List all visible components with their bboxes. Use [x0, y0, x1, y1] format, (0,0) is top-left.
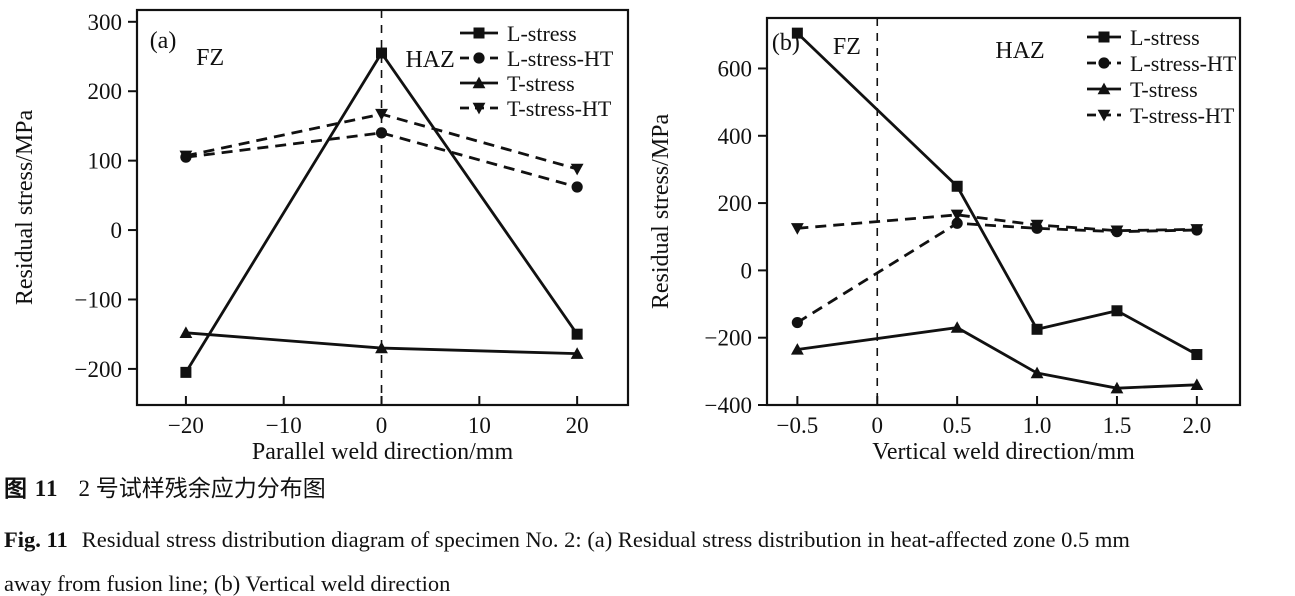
chart-b-series-l-stress-marker	[1111, 305, 1123, 317]
chart-b-series-t-stress-ht-marker	[1030, 219, 1044, 232]
chart-b-x-tick-label: 0	[872, 413, 884, 438]
chart-b-series-t-stress-ht-marker	[950, 209, 964, 222]
chart-a-annotation-a: (a)	[150, 28, 177, 54]
chart-b-series-t-stress-ht-marker	[1110, 225, 1124, 238]
chart-b-legend-label-l-stress-ht: L-stress-HT	[1130, 51, 1237, 76]
chart-a-x-tick-label: 10	[468, 413, 491, 438]
chart-b-plot-border	[765, 16, 1242, 407]
chart-b-series-t-stress-ht-marker	[1190, 224, 1204, 236]
chart-a-series-l-stress-marker	[376, 47, 388, 59]
chart-b-series-t-stress-marker	[790, 343, 804, 355]
chart-b-series-l-stress-marker	[1191, 349, 1203, 361]
chart-b-x-tick-label: 1.0	[1023, 413, 1052, 438]
chart-b-x-tick-label: 1.5	[1103, 413, 1132, 438]
chart-a-series-l-stress-marker	[180, 366, 192, 378]
caption-en-line1: Residual stress distribution diagram of …	[81, 527, 1130, 552]
chart-b-legend-label-l-stress: L-stress	[1130, 25, 1200, 50]
chart-a-series-l-stress-ht-marker	[375, 127, 388, 139]
chart-a-legend-label-l-stress: L-stress	[507, 21, 577, 46]
chart-b-x-tick-label: 2.0	[1182, 413, 1211, 438]
chart-b-x-tick-label: 0.5	[943, 413, 972, 438]
chart-b-series-l-stress-ht-line	[796, 221, 1197, 324]
chart-a-series-t-stress-ht-marker	[179, 150, 193, 163]
chart-a-y-tick-label: 200	[88, 79, 123, 104]
chart-a-legend-marker-l-stress-ht	[473, 52, 485, 64]
chart-b-series-l-stress-marker	[791, 27, 803, 39]
chart-b-series-l-stress-marker	[1031, 323, 1043, 335]
caption-zh: 图 11 2 号试样残余应力分布图	[4, 474, 1293, 504]
chart-a-series-t-stress-marker	[179, 326, 193, 339]
chart-a-x-tick-label: 0	[376, 413, 388, 438]
chart-a-x-tick-label: 20	[566, 413, 589, 438]
caption-zh-label: 图 11	[4, 476, 59, 501]
caption-en-line2: away from fusion line; (b) Vertical weld…	[4, 571, 451, 596]
chart-a-series-l-stress-ht-line	[185, 131, 578, 189]
caption-en: Fig. 11 Residual stress distribution diag…	[4, 518, 1293, 596]
chart-a-legend-label-t-stress-ht: T-stress-HT	[507, 96, 612, 121]
chart-b-legend-marker-t-stress	[1097, 82, 1111, 95]
chart-b-series-l-stress-ht-marker	[951, 217, 963, 229]
chart-b-y-axis-title: Residual stress/MPa	[648, 113, 674, 309]
caption-zh-text: 2 号试样残余应力分布图	[78, 476, 326, 501]
caption-en-label: Fig. 11	[4, 527, 68, 552]
chart-b-series-l-stress-marker	[951, 180, 963, 192]
chart-a-legend-marker-t-stress	[472, 76, 486, 89]
chart-b-series-t-stress-marker	[1110, 381, 1124, 394]
chart-b-series-t-stress-marker	[1030, 366, 1044, 379]
chart-b-legend-marker-t-stress-ht	[1097, 109, 1111, 122]
chart-a-series-t-stress-ht-marker	[375, 108, 388, 121]
chart-b-legend-marker-l-stress-ht	[1098, 57, 1110, 69]
chart-a-annotation-haz: HAZ	[405, 47, 454, 73]
chart-a-series-t-stress-ht-marker	[570, 163, 584, 176]
chart-a-y-axis-title: Residual stress/MPa	[12, 109, 38, 305]
chart-b-y-tick-label: −400	[705, 393, 752, 418]
chart-a-y-tick-label: 0	[111, 218, 123, 243]
chart-a-legend-marker-l-stress	[473, 27, 485, 39]
chart-a-x-tick-label: −10	[266, 413, 302, 438]
chart-b-annotation-fz: FZ	[833, 34, 861, 60]
chart-a-y-tick-label: 300	[88, 10, 123, 35]
chart-b-legend-label-t-stress: T-stress	[1130, 77, 1198, 102]
chart-b-legend-marker-l-stress	[1098, 31, 1110, 43]
chart-a-series-t-stress-marker	[375, 341, 388, 354]
chart-b-y-tick-label: 200	[718, 191, 753, 216]
chart-a-y-tick-label: −200	[75, 357, 122, 382]
chart-a-annotation-fz: FZ	[196, 45, 224, 71]
chart-b-y-tick-label: 0	[741, 258, 753, 283]
chart-a-series-l-stress-marker	[571, 328, 583, 340]
chart-b-legend-label-t-stress-ht: T-stress-HT	[1130, 103, 1235, 128]
chart-b-y-tick-label: −200	[705, 326, 752, 351]
chart-a-series-t-stress-marker	[570, 347, 584, 359]
chart-a-y-tick-label: 100	[88, 149, 123, 174]
chart-a-y-tick-label: −100	[75, 287, 122, 312]
chart-b-series-t-stress-line	[797, 326, 1197, 390]
chart-a-x-axis-title: Parallel weld direction/mm	[252, 439, 514, 465]
chart-b-series-t-stress-marker	[950, 321, 964, 333]
chart-b-x-axis-title: Vertical weld direction/mm	[872, 439, 1135, 465]
chart-b-annotation-haz: HAZ	[995, 38, 1044, 64]
chart-a-series-l-stress-ht-marker	[571, 181, 583, 193]
chart-a-legend-label-l-stress-ht: L-stress-HT	[507, 46, 614, 71]
chart-b-y-tick-label: 400	[718, 124, 753, 149]
chart-b-series-t-stress-marker	[1190, 378, 1204, 391]
figure-caption: 图 11 2 号试样残余应力分布图 Fig. 11 Residual stress …	[0, 466, 1295, 596]
chart-a-legend-label-t-stress: T-stress	[507, 71, 575, 96]
chart-b-y-tick-label: 600	[718, 56, 753, 81]
chart-b-x-tick-label: −0.5	[776, 413, 818, 438]
chart-a-legend-marker-t-stress-ht	[472, 102, 486, 115]
chart-b-series-l-stress-ht-marker	[791, 316, 803, 329]
chart-a-x-tick-label: −20	[168, 413, 204, 438]
chart-b-series-t-stress-ht-marker	[790, 223, 804, 235]
chart-b-series-t-stress-ht-line	[797, 213, 1197, 233]
